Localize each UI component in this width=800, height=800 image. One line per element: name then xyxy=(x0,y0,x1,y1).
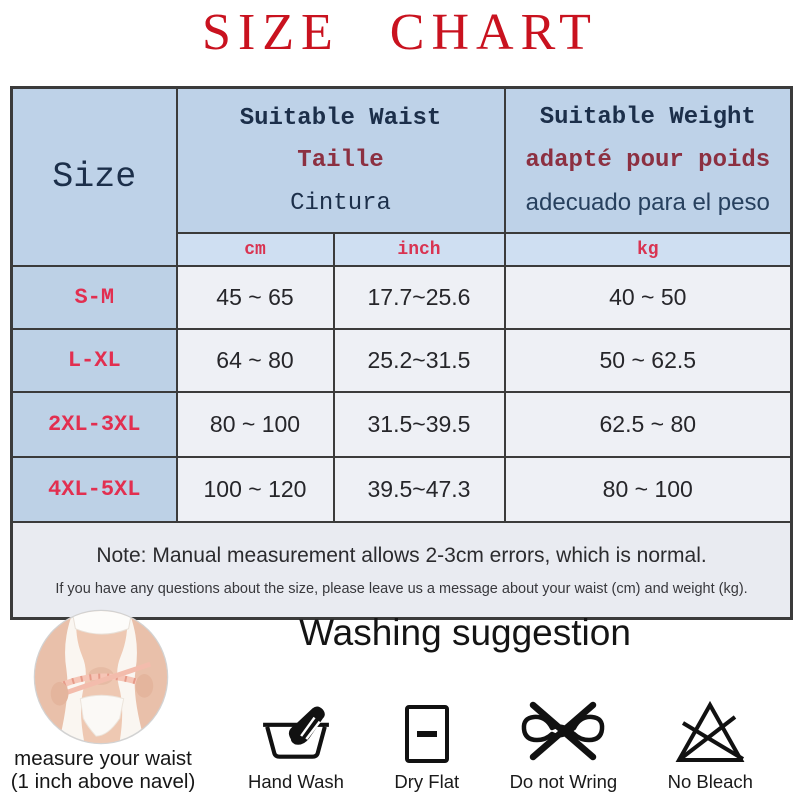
note-sub-text: If you have any questions about the size… xyxy=(55,580,748,597)
icon-label: Hand Wash xyxy=(248,771,344,792)
note-row: Note: Manual measurement allows 2-3cm er… xyxy=(10,521,793,620)
waist-header-cell: Suitable Waist Taille Cintura xyxy=(175,86,506,234)
size-column-header: Size xyxy=(10,86,178,267)
unit-inch: inch xyxy=(332,232,506,267)
waist-header-es: Cintura xyxy=(290,189,391,217)
weight-header-es: adecuado para el peso xyxy=(525,188,770,216)
measure-caption-line2: (1 inch above navel) xyxy=(10,769,196,793)
kg-value-cell: 50 ~ 62.5 xyxy=(503,328,793,393)
table-row: S-M 45 ~ 65 17.7~25.6 40 ~ 50 xyxy=(10,265,793,330)
dry-flat-item: Dry Flat xyxy=(394,694,459,793)
icon-label: Dry Flat xyxy=(394,771,460,792)
no-bleach-item: No Bleach xyxy=(668,694,753,793)
do-not-wring-item: Do not Wring xyxy=(509,694,618,793)
size-cell: L-XL xyxy=(10,328,178,393)
unit-cm: cm xyxy=(175,232,335,267)
measure-caption: measure your waist (1 inch above navel) xyxy=(4,747,202,794)
measure-waist-illustration xyxy=(33,609,169,745)
waist-header-en: Suitable Waist xyxy=(239,104,442,132)
inch-value-cell: 39.5~47.3 xyxy=(332,456,506,523)
size-chart-table: Size Suitable Waist Taille Cintura Suita… xyxy=(10,86,794,620)
weight-header-fr: adapté pour poids xyxy=(525,146,771,174)
hand-wash-icon xyxy=(260,694,332,764)
size-cell: 2XL-3XL xyxy=(10,391,178,458)
table-row: 2XL-3XL 80 ~ 100 31.5~39.5 62.5 ~ 80 xyxy=(10,391,793,458)
washing-icons-row: Hand Wash Dry Flat Do not Wring xyxy=(248,694,753,793)
waist-header-fr: Taille xyxy=(297,147,384,174)
unit-kg: kg xyxy=(503,232,793,267)
measure-waist-photo xyxy=(32,606,170,753)
dry-flat-icon xyxy=(404,694,450,764)
header-row: Size Suitable Waist Taille Cintura Suita… xyxy=(10,86,793,267)
do-not-wring-icon xyxy=(518,694,608,764)
cm-value-cell: 45 ~ 65 xyxy=(175,265,335,330)
kg-value-cell: 80 ~ 100 xyxy=(503,456,793,523)
table-row: L-XL 64 ~ 80 25.2~31.5 50 ~ 62.5 xyxy=(10,328,793,393)
size-chart-title: SIZE CHART xyxy=(202,3,598,61)
units-row: cm inch kg xyxy=(12,232,793,267)
measure-caption-line1: measure your waist xyxy=(14,747,192,770)
washing-suggestion-heading: Washing suggestion xyxy=(299,612,631,653)
icon-label: Do not Wring xyxy=(509,771,618,792)
weight-header-cell: Suitable Weight adapté pour poids adecua… xyxy=(503,86,793,234)
size-cell: 4XL-5XL xyxy=(10,456,178,523)
note-cell: Note: Manual measurement allows 2-3cm er… xyxy=(10,521,793,620)
kg-value-cell: 62.5 ~ 80 xyxy=(503,391,793,458)
weight-header-en: Suitable Weight xyxy=(539,104,756,132)
no-bleach-icon xyxy=(671,694,749,764)
kg-value-cell: 40 ~ 50 xyxy=(503,265,793,330)
hand-wash-item: Hand Wash xyxy=(248,694,344,793)
cm-value-cell: 100 ~ 120 xyxy=(175,456,335,523)
table-row: 4XL-5XL 100 ~ 120 39.5~47.3 80 ~ 100 xyxy=(10,456,793,523)
size-cell: S-M xyxy=(10,265,178,330)
cm-value-cell: 64 ~ 80 xyxy=(175,328,335,393)
icon-label: No Bleach xyxy=(667,771,753,792)
inch-value-cell: 25.2~31.5 xyxy=(332,328,506,393)
cm-value-cell: 80 ~ 100 xyxy=(175,391,335,458)
inch-value-cell: 17.7~25.6 xyxy=(332,265,506,330)
inch-value-cell: 31.5~39.5 xyxy=(332,391,506,458)
note-main-text: Note: Manual measurement allows 2-3cm er… xyxy=(96,543,707,567)
